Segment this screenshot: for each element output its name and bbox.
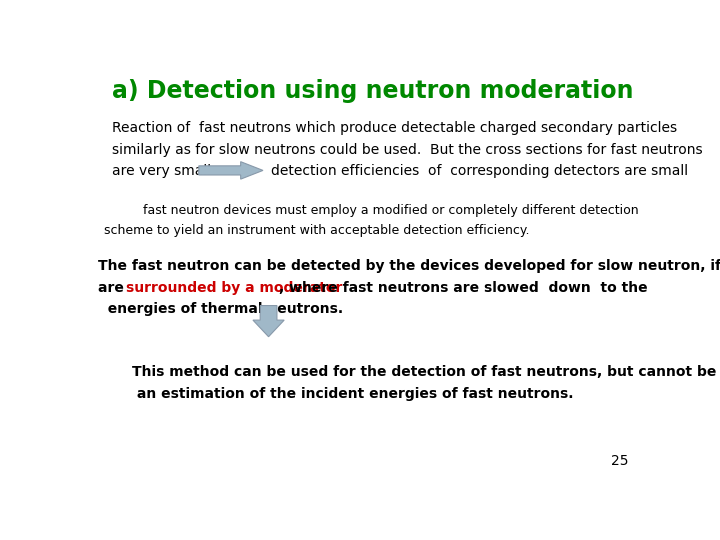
Text: similarly as for slow neutrons could be used.  But the cross sections for fast n: similarly as for slow neutrons could be … [112,143,703,157]
Text: energies of thermal neutrons.: energies of thermal neutrons. [98,302,343,316]
Text: scheme to yield an instrument with acceptable detection efficiency.: scheme to yield an instrument with accep… [104,224,529,237]
Text: This method can be used for the detection of fast neutrons, but cannot be used: This method can be used for the detectio… [132,365,720,379]
Text: detection efficiencies  of  corresponding detectors are small: detection efficiencies of corresponding … [271,164,688,178]
Text: are very small: are very small [112,164,212,178]
Text: 25: 25 [611,454,629,468]
Text: , where fast neutrons are slowed  down  to the: , where fast neutrons are slowed down to… [279,281,647,295]
Text: fast neutron devices must employ a modified or completely different detection: fast neutron devices must employ a modif… [143,204,639,217]
Text: The fast neutron can be detected by the devices developed for slow neutron, if t: The fast neutron can be detected by the … [98,259,720,273]
FancyArrow shape [199,161,263,179]
Text: a) Detection using neutron moderation: a) Detection using neutron moderation [112,79,634,103]
Text: surrounded by a moderator: surrounded by a moderator [126,281,343,295]
Text: are: are [98,281,129,295]
Text: an estimation of the incident energies of fast neutrons.: an estimation of the incident energies o… [132,387,573,401]
FancyArrow shape [253,306,284,337]
Text: Reaction of  fast neutrons which produce detectable charged secondary particles: Reaction of fast neutrons which produce … [112,121,678,135]
